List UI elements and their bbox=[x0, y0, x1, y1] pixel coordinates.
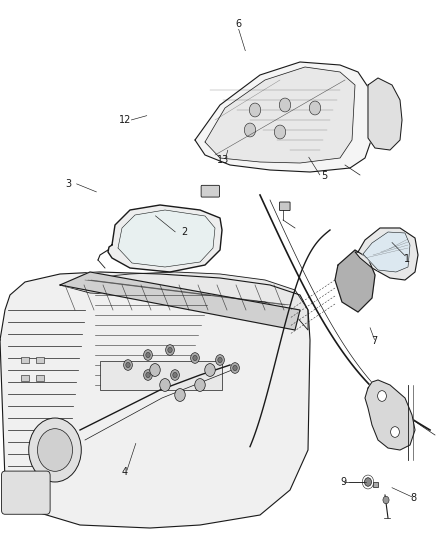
Bar bbox=[36, 357, 43, 363]
Text: 7: 7 bbox=[371, 336, 378, 346]
Text: 6: 6 bbox=[236, 19, 242, 29]
Polygon shape bbox=[118, 210, 215, 267]
Circle shape bbox=[171, 370, 180, 381]
Polygon shape bbox=[0, 272, 310, 528]
Circle shape bbox=[144, 370, 152, 381]
Circle shape bbox=[173, 373, 177, 378]
Circle shape bbox=[215, 354, 224, 365]
Circle shape bbox=[191, 353, 199, 364]
Bar bbox=[373, 482, 378, 487]
Circle shape bbox=[233, 365, 237, 370]
Circle shape bbox=[218, 357, 222, 362]
Circle shape bbox=[168, 348, 172, 353]
Polygon shape bbox=[355, 228, 418, 280]
Circle shape bbox=[124, 360, 132, 370]
Circle shape bbox=[144, 350, 152, 360]
Circle shape bbox=[195, 378, 205, 391]
Text: 8: 8 bbox=[411, 494, 417, 503]
Circle shape bbox=[309, 101, 321, 115]
Text: 2: 2 bbox=[181, 227, 187, 237]
Polygon shape bbox=[368, 78, 402, 150]
Circle shape bbox=[146, 352, 150, 358]
Text: 13: 13 bbox=[217, 155, 230, 165]
Circle shape bbox=[383, 496, 389, 504]
Bar bbox=[21, 375, 28, 381]
Circle shape bbox=[38, 429, 73, 471]
Bar bbox=[36, 375, 43, 381]
Circle shape bbox=[160, 378, 170, 391]
Circle shape bbox=[205, 364, 215, 376]
Circle shape bbox=[166, 345, 174, 356]
Circle shape bbox=[279, 98, 291, 112]
Circle shape bbox=[274, 125, 286, 139]
Circle shape bbox=[378, 391, 386, 401]
FancyBboxPatch shape bbox=[201, 185, 219, 197]
Text: 9: 9 bbox=[341, 478, 347, 487]
Polygon shape bbox=[365, 380, 415, 450]
Text: 5: 5 bbox=[321, 171, 327, 181]
FancyBboxPatch shape bbox=[279, 202, 290, 211]
Circle shape bbox=[29, 418, 81, 482]
Polygon shape bbox=[195, 62, 375, 172]
Text: 3: 3 bbox=[65, 179, 71, 189]
Circle shape bbox=[126, 362, 130, 368]
Circle shape bbox=[364, 478, 371, 486]
Polygon shape bbox=[60, 272, 308, 330]
Circle shape bbox=[244, 123, 256, 137]
Text: 1: 1 bbox=[404, 254, 410, 263]
Circle shape bbox=[193, 356, 197, 361]
Circle shape bbox=[231, 362, 240, 373]
Polygon shape bbox=[60, 272, 300, 330]
Polygon shape bbox=[363, 232, 410, 272]
Bar bbox=[21, 357, 28, 363]
Text: 12: 12 bbox=[119, 115, 131, 125]
Polygon shape bbox=[108, 205, 222, 272]
Polygon shape bbox=[205, 67, 355, 163]
Circle shape bbox=[146, 373, 150, 378]
Text: 4: 4 bbox=[122, 467, 128, 477]
Bar bbox=[100, 361, 222, 390]
Circle shape bbox=[249, 103, 261, 117]
Circle shape bbox=[391, 427, 399, 438]
Circle shape bbox=[150, 364, 160, 376]
FancyBboxPatch shape bbox=[1, 471, 50, 514]
Polygon shape bbox=[335, 250, 375, 312]
Circle shape bbox=[175, 389, 185, 401]
